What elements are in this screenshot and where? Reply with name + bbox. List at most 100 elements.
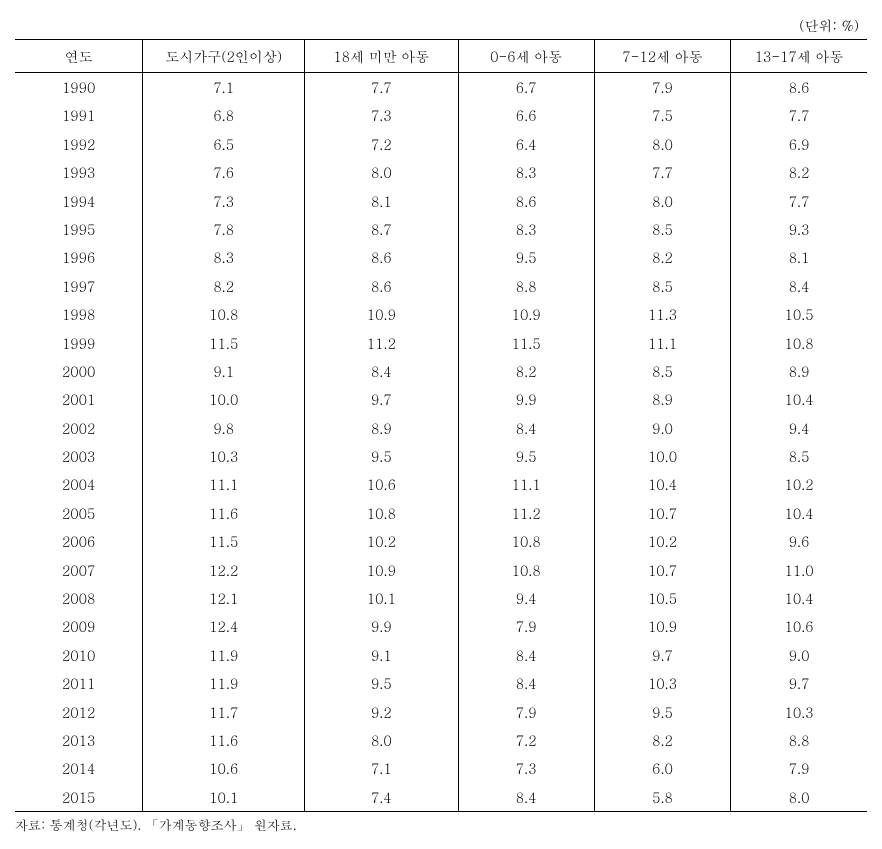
table-row: 200511.610.811.210.710.4 (15, 499, 867, 527)
table-cell: 8.9 (305, 414, 458, 442)
table-cell: 8.2 (594, 726, 730, 754)
table-cell: 6.6 (458, 101, 594, 129)
table-cell: 10.7 (594, 556, 730, 584)
table-cell: 7.4 (305, 783, 458, 812)
table-cell: 9.5 (305, 442, 458, 470)
table-cell: 10.9 (305, 300, 458, 328)
table-cell: 11.2 (305, 329, 458, 357)
table-cell: 10.6 (731, 612, 867, 640)
table-row: 19957.88.78.38.59.3 (15, 215, 867, 243)
table-cell: 6.8 (143, 101, 305, 129)
table-cell: 9.5 (458, 442, 594, 470)
table-cell: 9.9 (305, 612, 458, 640)
table-cell: 9.9 (458, 385, 594, 413)
table-row: 199911.511.211.511.110.8 (15, 329, 867, 357)
table-row: 201311.68.07.28.28.8 (15, 726, 867, 754)
table-cell: 10.2 (305, 527, 458, 555)
table-cell: 8.4 (458, 783, 594, 812)
column-header: 18세 미만 아동 (305, 40, 458, 73)
table-cell: 2015 (15, 783, 143, 812)
table-cell: 2013 (15, 726, 143, 754)
table-cell: 1997 (15, 272, 143, 300)
table-cell: 8.4 (458, 414, 594, 442)
table-cell: 10.9 (594, 612, 730, 640)
table-cell: 2003 (15, 442, 143, 470)
table-cell: 11.9 (143, 669, 305, 697)
table-cell: 9.3 (731, 215, 867, 243)
table-cell: 9.7 (731, 669, 867, 697)
table-row: 201410.67.17.36.07.9 (15, 754, 867, 782)
table-cell: 2014 (15, 754, 143, 782)
table-cell: 1990 (15, 73, 143, 102)
column-header: 0-6세 아동 (458, 40, 594, 73)
table-cell: 9.7 (305, 385, 458, 413)
table-cell: 8.2 (594, 243, 730, 271)
table-cell: 8.5 (594, 215, 730, 243)
table-row: 19907.17.76.77.98.6 (15, 73, 867, 102)
table-cell: 11.0 (731, 556, 867, 584)
table-row: 20009.18.48.28.58.9 (15, 357, 867, 385)
table-cell: 8.5 (594, 272, 730, 300)
table-cell: 9.7 (594, 641, 730, 669)
table-cell: 6.5 (143, 130, 305, 158)
table-cell: 2002 (15, 414, 143, 442)
table-cell: 1992 (15, 130, 143, 158)
table-cell: 7.1 (143, 73, 305, 102)
table-cell: 11.2 (458, 499, 594, 527)
source-note: 자료: 통계청(각년도). 「가계동향조사」 원자료. (15, 815, 867, 834)
table-cell: 10.8 (458, 527, 594, 555)
table-row: 200712.210.910.810.711.0 (15, 556, 867, 584)
table-cell: 9.0 (731, 641, 867, 669)
table-cell: 8.0 (731, 783, 867, 812)
table-cell: 9.1 (143, 357, 305, 385)
table-cell: 9.0 (594, 414, 730, 442)
table-cell: 7.7 (731, 187, 867, 215)
table-cell: 2012 (15, 698, 143, 726)
table-cell: 5.8 (594, 783, 730, 812)
table-cell: 9.4 (458, 584, 594, 612)
table-cell: 6.4 (458, 130, 594, 158)
table-cell: 10.4 (731, 385, 867, 413)
table-cell: 7.6 (143, 158, 305, 186)
table-cell: 10.2 (594, 527, 730, 555)
table-cell: 8.1 (305, 187, 458, 215)
table-cell: 10.5 (731, 300, 867, 328)
table-row: 201510.17.48.45.88.0 (15, 783, 867, 812)
table-cell: 1996 (15, 243, 143, 271)
table-cell: 8.4 (731, 272, 867, 300)
table-cell: 9.6 (731, 527, 867, 555)
table-cell: 9.8 (143, 414, 305, 442)
table-header-row: 연도도시가구(2인이상)18세 미만 아동0-6세 아동7-12세 아동13-1… (15, 40, 867, 73)
table-cell: 10.9 (458, 300, 594, 328)
unit-label: (단위: %) (15, 15, 867, 35)
table-cell: 10.8 (143, 300, 305, 328)
table-cell: 6.7 (458, 73, 594, 102)
table-cell: 10.9 (305, 556, 458, 584)
table-cell: 10.4 (731, 584, 867, 612)
table-row: 200812.110.19.410.510.4 (15, 584, 867, 612)
table-cell: 10.4 (594, 470, 730, 498)
table-cell: 10.5 (594, 584, 730, 612)
table-cell: 8.4 (458, 669, 594, 697)
table-cell: 10.3 (594, 669, 730, 697)
table-cell: 12.2 (143, 556, 305, 584)
table-cell: 8.1 (731, 243, 867, 271)
table-cell: 11.5 (143, 527, 305, 555)
table-cell: 8.3 (458, 215, 594, 243)
column-header: 연도 (15, 40, 143, 73)
table-cell: 8.2 (458, 357, 594, 385)
table-cell: 9.1 (305, 641, 458, 669)
table-cell: 10.1 (143, 783, 305, 812)
table-row: 200411.110.611.110.410.2 (15, 470, 867, 498)
column-header: 7-12세 아동 (594, 40, 730, 73)
column-header: 도시가구(2인이상) (143, 40, 305, 73)
table-cell: 12.1 (143, 584, 305, 612)
table-cell: 8.4 (305, 357, 458, 385)
table-cell: 8.2 (143, 272, 305, 300)
table-cell: 8.3 (143, 243, 305, 271)
table-cell: 10.0 (143, 385, 305, 413)
table-row: 200611.510.210.810.29.6 (15, 527, 867, 555)
table-cell: 8.0 (594, 187, 730, 215)
table-cell: 2010 (15, 641, 143, 669)
table-cell: 7.8 (143, 215, 305, 243)
